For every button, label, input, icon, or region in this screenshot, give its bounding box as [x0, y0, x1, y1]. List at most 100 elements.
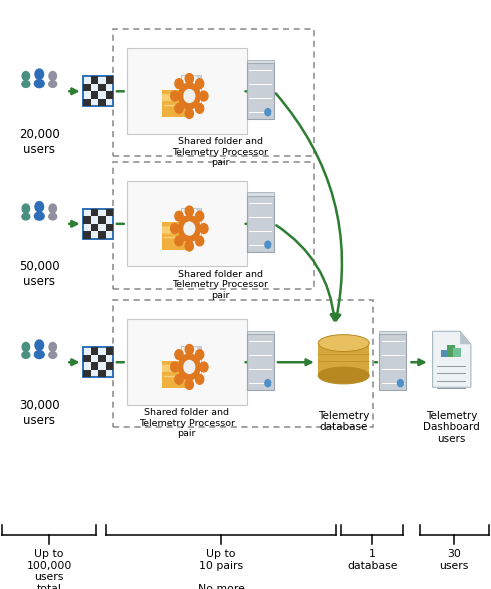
FancyBboxPatch shape [83, 76, 113, 106]
Polygon shape [433, 331, 471, 388]
Ellipse shape [34, 350, 45, 359]
FancyBboxPatch shape [246, 196, 274, 252]
Circle shape [185, 108, 193, 118]
Ellipse shape [48, 351, 57, 359]
Circle shape [22, 342, 29, 352]
Circle shape [175, 104, 183, 113]
Text: Shared folder and
Telemetry Processor
pair: Shared folder and Telemetry Processor pa… [172, 137, 269, 167]
Ellipse shape [21, 351, 30, 359]
Circle shape [195, 350, 204, 359]
Circle shape [184, 90, 195, 102]
Circle shape [195, 79, 204, 88]
Text: 30,000
users: 30,000 users [19, 399, 59, 427]
FancyBboxPatch shape [83, 209, 113, 239]
Text: Shared folder and
Telemetry Processor
pair: Shared folder and Telemetry Processor pa… [172, 270, 269, 300]
Circle shape [185, 241, 193, 251]
Circle shape [265, 241, 271, 249]
Text: Shared folder and
Telemetry Processor
pair: Shared folder and Telemetry Processor pa… [138, 408, 235, 438]
Text: Up to
100,000
users
total: Up to 100,000 users total [27, 549, 72, 589]
FancyBboxPatch shape [106, 348, 113, 355]
FancyBboxPatch shape [83, 355, 91, 362]
FancyBboxPatch shape [83, 216, 91, 224]
Circle shape [175, 79, 183, 88]
FancyBboxPatch shape [91, 348, 98, 355]
FancyBboxPatch shape [98, 370, 106, 378]
Circle shape [171, 362, 179, 372]
FancyBboxPatch shape [441, 350, 449, 357]
FancyBboxPatch shape [162, 222, 191, 250]
Circle shape [265, 380, 271, 386]
Circle shape [179, 216, 200, 241]
Circle shape [195, 236, 204, 246]
Circle shape [22, 71, 29, 81]
Polygon shape [460, 331, 471, 344]
FancyBboxPatch shape [91, 209, 98, 216]
Circle shape [195, 375, 204, 384]
Circle shape [171, 91, 179, 101]
Circle shape [200, 91, 208, 101]
Circle shape [49, 342, 56, 352]
FancyBboxPatch shape [91, 91, 98, 99]
Circle shape [35, 201, 44, 212]
FancyBboxPatch shape [106, 76, 113, 84]
Text: 20,000
users: 20,000 users [19, 128, 59, 156]
FancyBboxPatch shape [447, 345, 455, 357]
Text: 1
database: 1 database [347, 549, 397, 571]
Ellipse shape [21, 80, 30, 88]
FancyBboxPatch shape [91, 224, 98, 231]
Text: 50,000
users: 50,000 users [19, 260, 59, 289]
Ellipse shape [34, 211, 45, 221]
FancyBboxPatch shape [162, 90, 191, 117]
Polygon shape [195, 346, 201, 353]
Text: 30
users: 30 users [439, 549, 469, 571]
Circle shape [184, 360, 195, 373]
FancyBboxPatch shape [246, 60, 274, 64]
Polygon shape [162, 226, 176, 233]
Text: Telemetry
Dashboard
users: Telemetry Dashboard users [423, 411, 480, 444]
FancyBboxPatch shape [379, 335, 407, 390]
Circle shape [185, 379, 193, 389]
Circle shape [185, 206, 193, 216]
FancyBboxPatch shape [106, 224, 113, 231]
FancyBboxPatch shape [106, 91, 113, 99]
Ellipse shape [34, 79, 45, 88]
Ellipse shape [318, 335, 369, 352]
FancyBboxPatch shape [98, 84, 106, 91]
FancyBboxPatch shape [318, 343, 369, 376]
FancyBboxPatch shape [83, 99, 91, 106]
Circle shape [49, 204, 56, 213]
Circle shape [397, 380, 404, 386]
FancyBboxPatch shape [181, 208, 201, 239]
FancyBboxPatch shape [98, 99, 106, 106]
FancyBboxPatch shape [246, 331, 274, 335]
FancyBboxPatch shape [453, 348, 461, 357]
Polygon shape [195, 75, 201, 82]
FancyBboxPatch shape [91, 76, 98, 84]
FancyBboxPatch shape [83, 348, 113, 378]
Circle shape [185, 74, 193, 84]
Polygon shape [162, 365, 176, 372]
FancyBboxPatch shape [83, 84, 91, 91]
Circle shape [195, 104, 204, 113]
Circle shape [35, 69, 44, 80]
Circle shape [171, 224, 179, 233]
FancyBboxPatch shape [106, 362, 113, 370]
Circle shape [200, 224, 208, 233]
Circle shape [184, 222, 195, 235]
Text: Telemetry
database: Telemetry database [318, 411, 369, 432]
Polygon shape [195, 208, 201, 215]
FancyBboxPatch shape [379, 331, 407, 335]
Circle shape [195, 211, 204, 221]
Ellipse shape [48, 213, 57, 221]
FancyBboxPatch shape [246, 64, 274, 119]
FancyBboxPatch shape [106, 209, 113, 216]
FancyBboxPatch shape [98, 216, 106, 224]
Text: Up to
10 pairs

No more
than 50,000
users per pair: Up to 10 pairs No more than 50,000 users… [183, 549, 259, 589]
Circle shape [49, 71, 56, 81]
Circle shape [35, 340, 44, 350]
Circle shape [265, 108, 271, 115]
FancyBboxPatch shape [127, 48, 247, 134]
Circle shape [185, 345, 193, 355]
FancyBboxPatch shape [91, 362, 98, 370]
Ellipse shape [318, 367, 369, 384]
